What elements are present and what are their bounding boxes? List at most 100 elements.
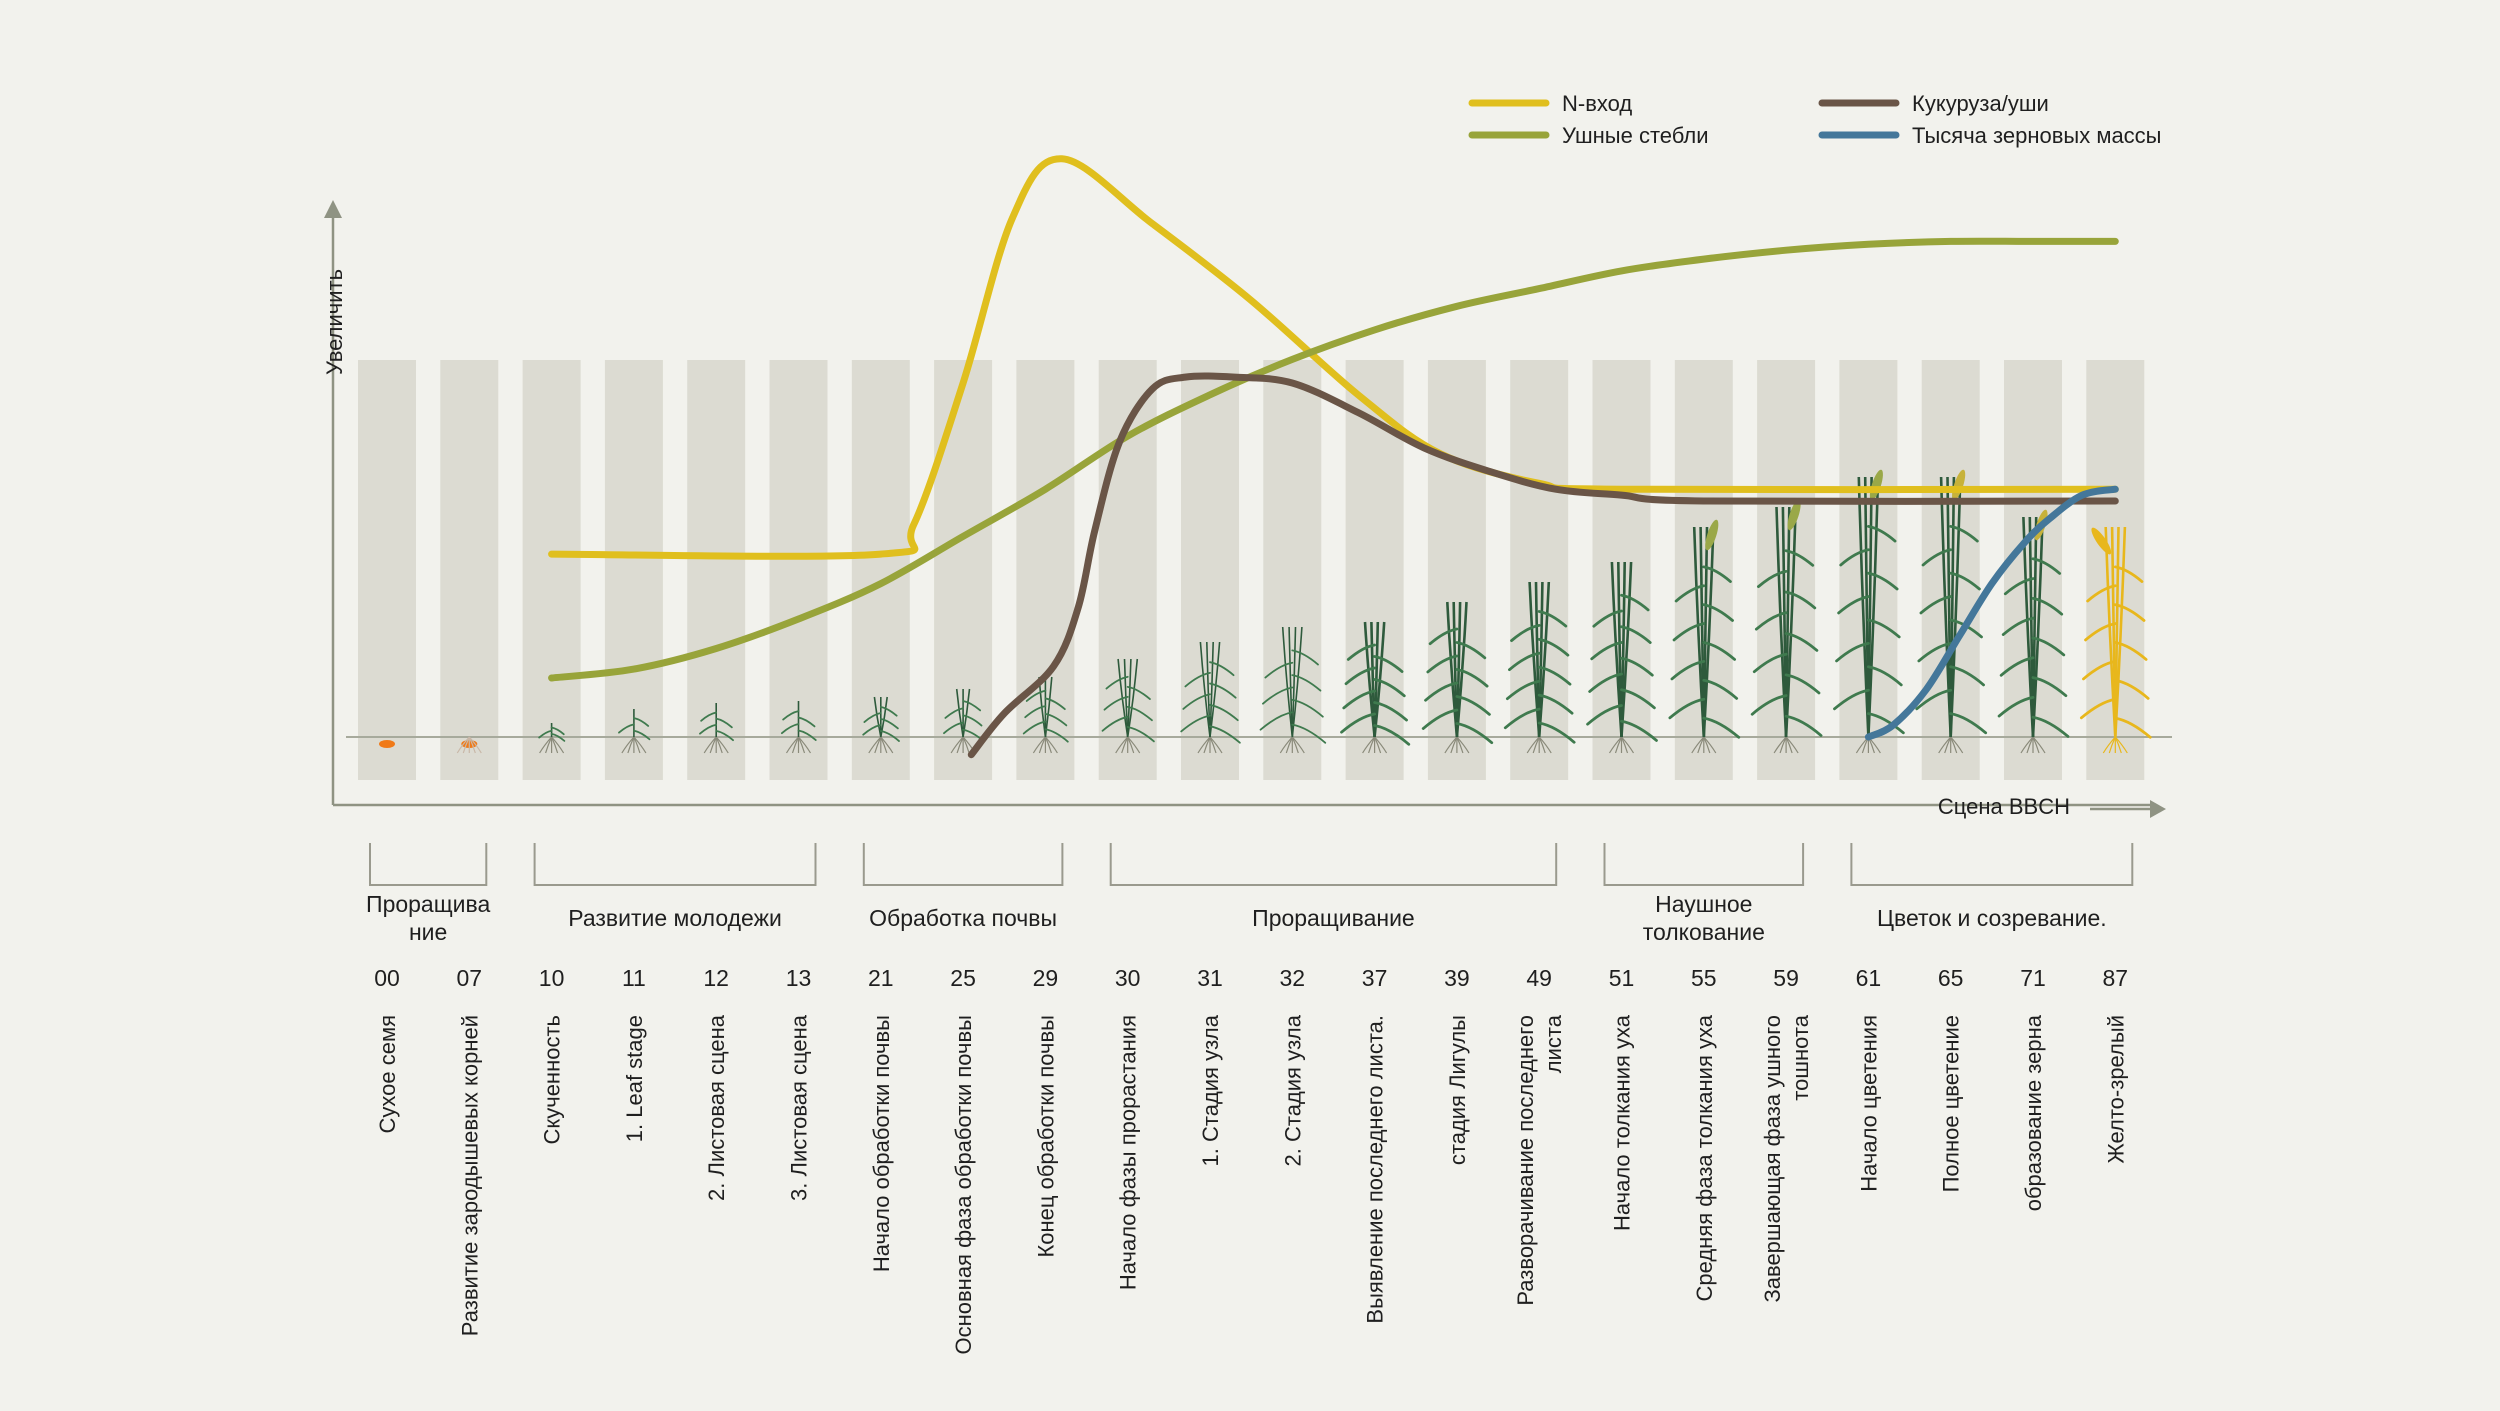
bbch-code: 30: [1115, 965, 1141, 991]
group-bracket: [1109, 843, 1558, 886]
stage-name: Конец обработки почвы: [1033, 1015, 1058, 1258]
bbch-code: 71: [2020, 965, 2046, 991]
series-line-ear-stems: [548, 237, 2119, 682]
stage-name: Желто-зрелый: [2103, 1015, 2128, 1164]
group-label-line: ние: [409, 919, 447, 945]
bbch-code: 37: [1362, 965, 1388, 991]
stage-name: 1. Стадия узла: [1198, 1014, 1223, 1166]
group-bracket: [862, 843, 1064, 886]
stage-name: 2. Листовая сцена: [704, 1014, 729, 1201]
plant-icon: [1421, 601, 1494, 754]
stage-name: 2. Стадия узла: [1280, 1014, 1305, 1166]
bbch-code: 21: [868, 965, 894, 991]
legend-label: Тысяча зерновых массы: [1912, 123, 2162, 148]
plant-icon: [456, 736, 482, 754]
stage-name: листа: [1541, 1014, 1566, 1073]
bbch-code: 49: [1526, 965, 1552, 991]
group-label: Цветок и созревание.: [1877, 905, 2107, 931]
bbch-code: 87: [2103, 965, 2129, 991]
stage-group: Проращивание: [1109, 843, 1558, 931]
stage-name: Начало фазы прорастания: [1116, 1015, 1141, 1290]
stage-column: [440, 360, 499, 780]
stage-column: [522, 360, 581, 780]
group-bracket: [533, 843, 817, 886]
legend-item: Тысяча зерновых массы: [1818, 123, 2162, 148]
bbch-code: 61: [1856, 965, 1882, 991]
group-label-line: Наушное: [1655, 891, 1752, 917]
legend: N-вход Кукуруза/уши Ушные стебли Тысяча зер…: [1468, 91, 2162, 148]
plant-illustrations: [379, 469, 2152, 754]
stage-group: Цветок и созревание.: [1850, 843, 2134, 931]
group-bracket: [1603, 843, 1805, 886]
stage-column: [1263, 360, 1322, 780]
stage-name: Сухое семя: [375, 1015, 400, 1134]
bbch-code: 29: [1033, 965, 1059, 991]
plant-icon: [780, 701, 817, 754]
y-axis: Увеличить: [322, 200, 347, 805]
plant-icon: [538, 723, 566, 754]
stage-name: 1. Leaf stage: [622, 1015, 647, 1142]
plant-icon: [618, 709, 651, 754]
plant-icon: [1668, 519, 1741, 754]
bbch-code: 51: [1609, 965, 1635, 991]
bbch-code: 12: [703, 965, 729, 991]
plant-icon: [1915, 469, 1988, 754]
bbch-code: 00: [374, 965, 400, 991]
plant-icon: [1586, 561, 1658, 754]
stage-name: Полное цветение: [1939, 1015, 1964, 1192]
plant-icon: [943, 688, 984, 754]
legend-label: Кукуруза/уши: [1912, 91, 2049, 116]
legend-label: N-вход: [1562, 91, 1632, 116]
group-bracket: [369, 843, 488, 886]
stage-name: Начало цветения: [1856, 1015, 1881, 1192]
stage-name: Скученность: [540, 1015, 565, 1145]
stage-name: Развитие зародышевых корней: [457, 1015, 482, 1336]
y-axis-arrow-icon: [324, 200, 342, 218]
series-line-corn-ears: [967, 372, 2119, 759]
bbch-codes: 00 07 10 11 12 13 21 25 29 30 31 32 37 39 49 51 55 59 61 65…: [374, 965, 2128, 991]
group-bracket: [1850, 843, 2134, 886]
series-lines: [548, 155, 2119, 759]
bbch-code: 59: [1773, 965, 1799, 991]
bbch-code: 39: [1444, 965, 1470, 991]
plant-icon: [2079, 526, 2152, 754]
x-axis: Сцена BBCH: [333, 794, 2166, 819]
plant-icon: [379, 740, 395, 748]
legend-item: Кукуруза/уши: [1818, 91, 2049, 116]
stage-group: Обработка почвы: [862, 843, 1064, 931]
group-label: Проращивание: [1252, 905, 1415, 931]
stage-name: Средняя фаза толкания уха: [1692, 1014, 1717, 1301]
stage-name: Завершающая фаза ушного: [1760, 1015, 1785, 1303]
x-axis-arrow-icon: [2150, 800, 2166, 818]
plant-icon: [1750, 499, 1823, 754]
legend-label: Ушные стебли: [1562, 123, 1709, 148]
bbch-code: 55: [1691, 965, 1717, 991]
bbch-code: 32: [1280, 965, 1306, 991]
plant-icon: [1022, 676, 1069, 754]
bbch-code: 10: [539, 965, 565, 991]
stage-name: Основная фаза обработки почвы: [951, 1015, 976, 1355]
bbch-code: 25: [950, 965, 976, 991]
bbch-code: 31: [1197, 965, 1223, 991]
y-axis-title: Увеличить: [322, 269, 347, 375]
stage-groups: Проращивание Развитие молодежи Обработка п…: [366, 843, 2134, 945]
stage-names: Сухое семя Развитие зародышевых корней Ску…: [375, 1014, 2128, 1354]
stage-name: стадия Лигулы: [1445, 1015, 1470, 1165]
plant-icon: [1180, 641, 1241, 754]
bbch-code: 13: [786, 965, 812, 991]
group-label-line: Проращива: [366, 891, 490, 917]
legend-item: Ушные стебли: [1468, 123, 1709, 148]
plant-icon: [1259, 626, 1327, 754]
group-label: Обработка почвы: [869, 905, 1057, 931]
stage-name: Выявление последнего листа.: [1363, 1015, 1388, 1324]
stage-column: [358, 360, 416, 780]
plant-icon: [699, 703, 734, 754]
plant-icon: [862, 696, 900, 754]
stage-group: Развитие молодежи: [533, 843, 817, 931]
stage-name: Начало толкания уха: [1610, 1014, 1635, 1231]
legend-item: N-вход: [1468, 91, 1632, 116]
series-line-grain-mass: [1864, 485, 2119, 741]
